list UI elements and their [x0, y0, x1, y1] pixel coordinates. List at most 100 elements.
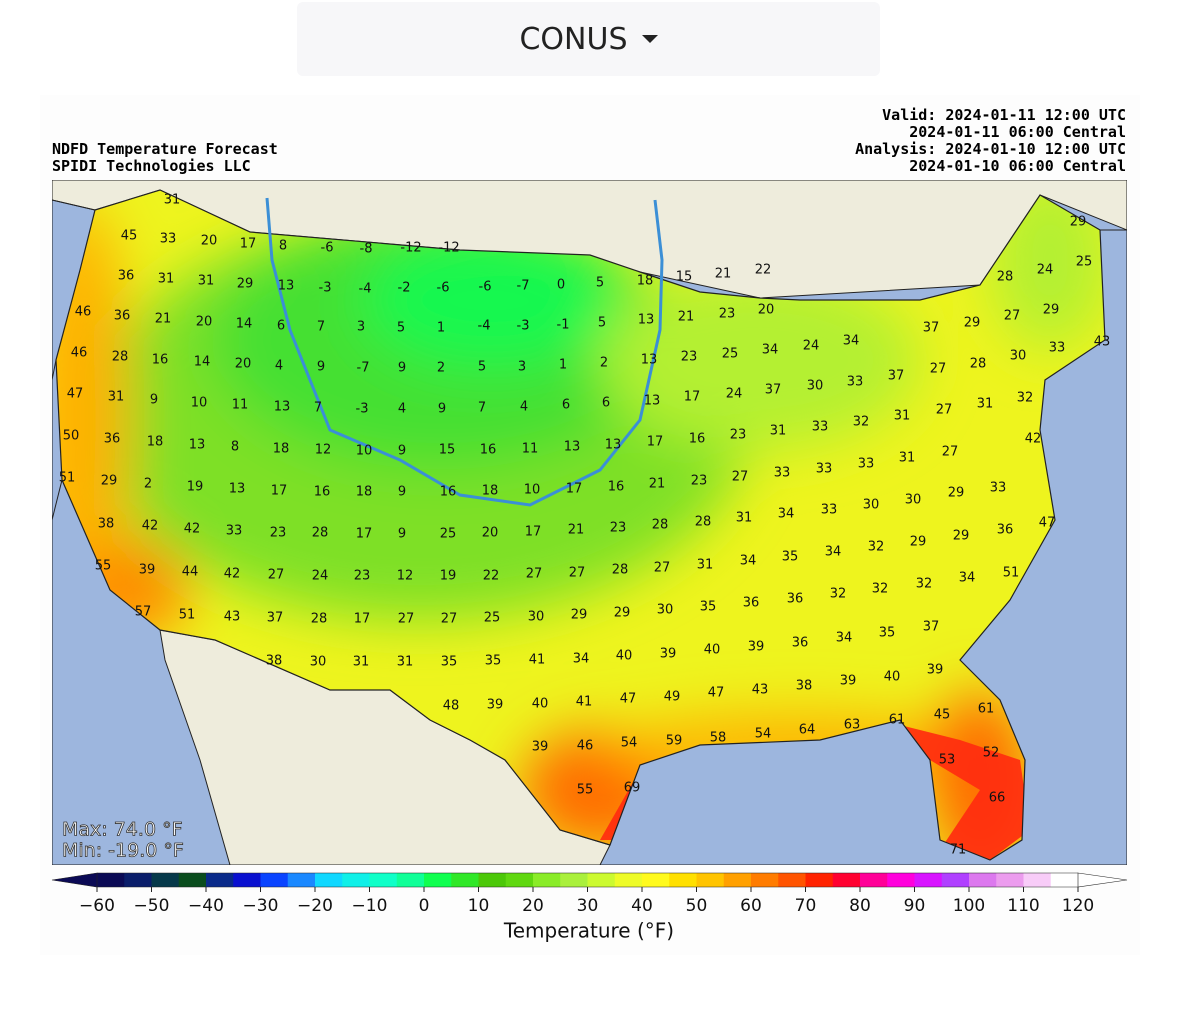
colorbar-tick-label: 80	[849, 896, 871, 916]
temperature-label: 9	[317, 360, 325, 375]
colorbar-segment	[669, 873, 697, 887]
region-dropdown[interactable]: CONUS	[297, 2, 880, 76]
temperature-label: 63	[844, 718, 861, 733]
colorbar-tick-label: 100	[953, 896, 985, 916]
temperature-label: 55	[577, 783, 594, 798]
temperature-label: 8	[231, 440, 239, 455]
temperature-label: 37	[923, 321, 940, 336]
temperature-label: 42	[224, 567, 241, 582]
temperature-label: 9	[438, 402, 446, 417]
temperature-label: 41	[529, 653, 546, 668]
temperature-label: 36	[997, 523, 1014, 538]
temperature-label: 6	[562, 398, 570, 413]
temperature-label: 17	[525, 525, 542, 540]
colorbar-segment	[941, 873, 970, 887]
temperature-label: 15	[676, 270, 693, 285]
colorbar-segment	[832, 873, 861, 887]
temperature-label: 31	[697, 558, 714, 573]
title-line: SPIDI Technologies LLC	[52, 157, 251, 175]
temperature-label: 32	[872, 582, 889, 597]
temperature-label: 28	[311, 612, 328, 627]
temperature-label: 17	[354, 612, 371, 627]
temperature-label: 14	[194, 355, 211, 370]
temperature-label: 17	[271, 484, 288, 499]
colorbar-tick-label: 50	[686, 896, 708, 916]
temperature-label: 71	[950, 843, 967, 858]
colorbar: −60 −50 −40 −30 −20 −10 0 10 20 30 40 50 60 70 80 90 100…	[51, 872, 1128, 916]
temperature-label: 39	[927, 663, 944, 678]
temperature-label: 6	[602, 396, 610, 411]
temperature-label: 30	[1010, 349, 1027, 364]
temperature-label: 16	[440, 485, 457, 500]
temperature-label: 18	[637, 274, 654, 289]
temperature-label: 30	[310, 655, 327, 670]
temperature-label: 28	[695, 515, 712, 530]
temperature-label: 16	[152, 353, 169, 368]
temperature-label: -2	[398, 281, 411, 296]
temperature-label: 18	[273, 442, 290, 457]
temperature-label: 29	[1043, 303, 1060, 318]
temperature-label: 27	[936, 403, 953, 418]
temperature-label: 33	[990, 481, 1007, 496]
temperature-label: 30	[905, 493, 922, 508]
temperature-label: 35	[441, 655, 458, 670]
temperature-label: 21	[568, 523, 585, 538]
temperature-label: 31	[736, 511, 753, 526]
temperature-label: 9	[150, 393, 158, 408]
colorbar-tick-label: −30	[243, 896, 279, 916]
temperature-label: 39	[139, 563, 156, 578]
temperature-label: 55	[95, 559, 112, 574]
temperature-label: 34	[959, 571, 976, 586]
temperature-label: 27	[942, 445, 959, 460]
temperature-label: 11	[522, 442, 539, 457]
temperature-label: 40	[532, 697, 549, 712]
temperature-label: 21	[715, 267, 732, 282]
temperature-label: 36	[118, 269, 135, 284]
temperature-label: 18	[482, 484, 499, 499]
min-label: Min: -19.0 °F	[62, 840, 184, 862]
temperature-label: 37	[888, 369, 905, 384]
temperature-label: 16	[689, 432, 706, 447]
colorbar-segment	[614, 873, 643, 887]
temperature-label: -3	[356, 402, 369, 417]
temperature-label: 20	[758, 303, 775, 318]
colorbar-tick-label: 10	[468, 896, 490, 916]
colorbar-segment	[887, 873, 915, 887]
temperature-label: 27	[268, 568, 285, 583]
temperature-label: 61	[889, 713, 906, 728]
temperature-label: 2	[600, 356, 608, 371]
temperature-label: 2	[437, 361, 445, 376]
colorbar-segment	[505, 873, 534, 887]
temperature-label: 2	[144, 477, 152, 492]
temperature-label: 39	[748, 640, 765, 655]
temperature-label: 21	[649, 477, 666, 492]
temperature-label: 27	[1004, 309, 1021, 324]
temperature-label: 31	[353, 655, 370, 670]
colorbar-segment	[751, 873, 779, 887]
temperature-label: 12	[315, 443, 332, 458]
temperature-label: 35	[879, 626, 896, 641]
colorbar-segment	[778, 873, 806, 887]
temperature-label: 38	[796, 679, 813, 694]
colorbar-tick-label: 110	[1007, 896, 1039, 916]
temperature-label: 58	[710, 731, 727, 746]
time-line: 2024-01-10 06:00 Central	[909, 157, 1126, 175]
temperature-label: 37	[267, 611, 284, 626]
temperature-label: 8	[279, 239, 287, 254]
temperature-label: 32	[830, 587, 847, 602]
temperature-label: 5	[397, 321, 405, 336]
temperature-label: 20	[196, 315, 213, 330]
temperature-label: 34	[762, 343, 779, 358]
temperature-label: 27	[654, 561, 671, 576]
temperature-label: 36	[787, 592, 804, 607]
temperature-label: 61	[978, 702, 995, 717]
temperature-label: 39	[660, 647, 677, 662]
colorbar-segment	[996, 873, 1024, 887]
temperature-label: 54	[621, 736, 638, 751]
temperature-label: 23	[691, 474, 708, 489]
temperature-label: 28	[970, 357, 987, 372]
colorbar-segment	[424, 873, 452, 887]
temperature-label: 20	[482, 526, 499, 541]
temperature-label: 59	[666, 734, 683, 749]
